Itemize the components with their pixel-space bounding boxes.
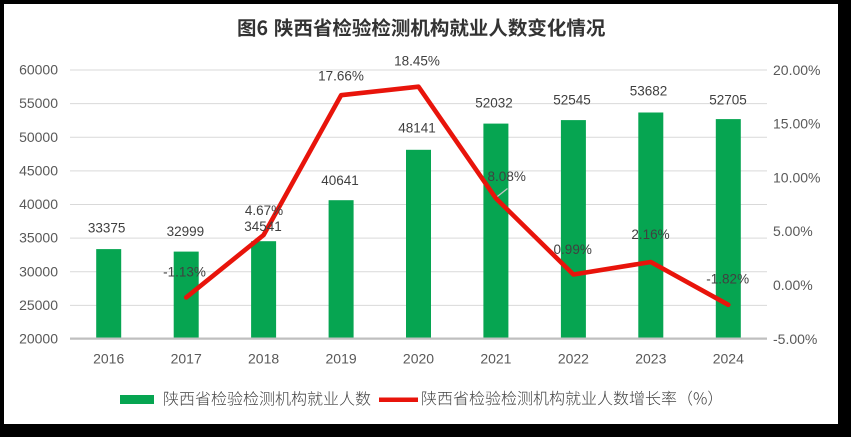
svg-text:2019: 2019 [326, 350, 357, 366]
svg-text:40000: 40000 [19, 196, 58, 212]
svg-text:34541: 34541 [244, 219, 282, 234]
svg-text:2023: 2023 [635, 350, 666, 366]
svg-text:2020: 2020 [403, 350, 434, 366]
svg-text:50000: 50000 [19, 129, 58, 145]
svg-text:20000: 20000 [19, 331, 58, 347]
svg-text:33375: 33375 [88, 221, 126, 236]
svg-text:8.08%: 8.08% [488, 169, 526, 184]
svg-text:35000: 35000 [19, 230, 58, 246]
svg-text:18.45%: 18.45% [394, 54, 440, 69]
svg-text:2021: 2021 [480, 350, 511, 366]
svg-text:32999: 32999 [167, 224, 205, 239]
svg-text:2.16%: 2.16% [631, 227, 669, 242]
svg-text:15.00%: 15.00% [773, 116, 820, 132]
svg-text:52032: 52032 [475, 96, 513, 111]
svg-text:48141: 48141 [398, 121, 436, 136]
svg-text:53682: 53682 [630, 84, 668, 99]
svg-text:0.99%: 0.99% [554, 242, 592, 257]
svg-text:10.00%: 10.00% [773, 169, 820, 185]
svg-text:52545: 52545 [553, 92, 591, 107]
svg-text:52705: 52705 [709, 92, 747, 107]
svg-text:45000: 45000 [19, 163, 58, 179]
svg-text:4.67%: 4.67% [245, 203, 283, 218]
svg-text:30000: 30000 [19, 263, 58, 279]
svg-text:5.00%: 5.00% [773, 223, 813, 239]
svg-text:55000: 55000 [19, 95, 58, 111]
svg-text:2024: 2024 [713, 350, 744, 366]
svg-text:20.00%: 20.00% [773, 62, 820, 78]
svg-text:60000: 60000 [19, 62, 58, 78]
svg-text:17.66%: 17.66% [318, 69, 364, 84]
svg-text:-5.00%: -5.00% [773, 331, 817, 347]
svg-text:2017: 2017 [171, 350, 202, 366]
svg-text:-1.13%: -1.13% [163, 265, 206, 280]
svg-text:25000: 25000 [19, 297, 58, 313]
svg-text:2022: 2022 [558, 350, 589, 366]
svg-text:2016: 2016 [93, 350, 124, 366]
svg-text:-1.82%: -1.82% [706, 271, 749, 286]
svg-text:2018: 2018 [248, 350, 279, 366]
svg-text:40641: 40641 [321, 173, 359, 188]
svg-text:0.00%: 0.00% [773, 277, 813, 293]
